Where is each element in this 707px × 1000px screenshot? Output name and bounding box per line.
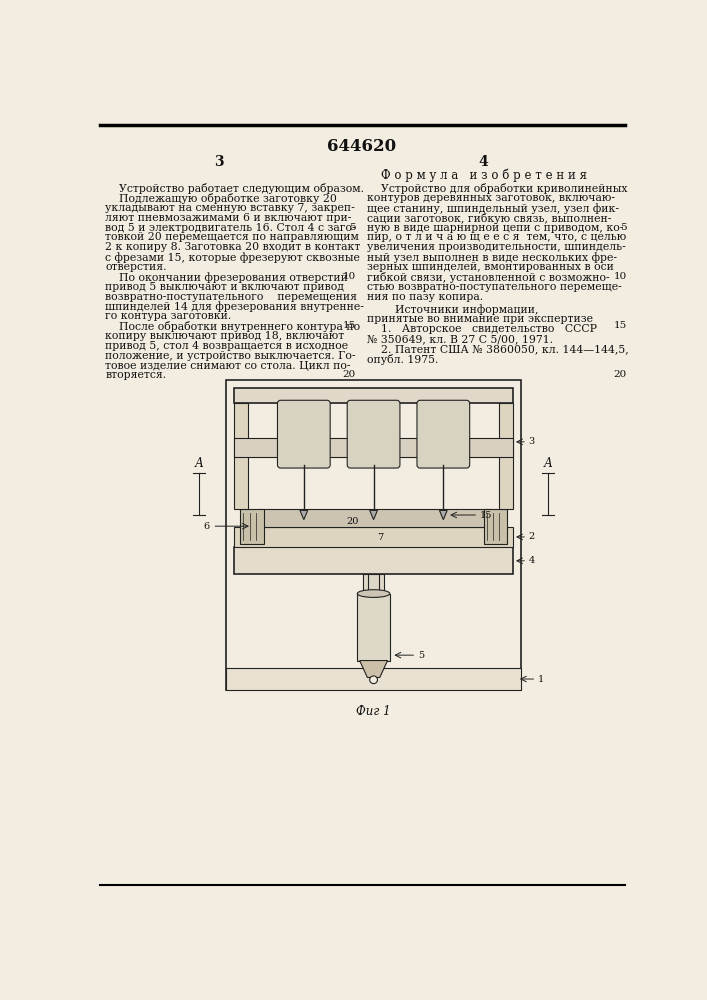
Text: сации заготовок, гибкую связь, выполнен-: сации заготовок, гибкую связь, выполнен- — [368, 213, 612, 224]
Text: гибкой связи, установленной с возможно-: гибкой связи, установленной с возможно- — [368, 272, 610, 283]
Text: товое изделие снимают со стола. Цикл по-: товое изделие снимают со стола. Цикл по- — [105, 361, 351, 371]
Text: положение, и устройство выключается. Го-: положение, и устройство выключается. Го- — [105, 351, 356, 361]
Text: зерных шпинделей, вмонтированных в оси: зерных шпинделей, вмонтированных в оси — [368, 262, 614, 272]
Text: 2: 2 — [529, 532, 534, 541]
Text: привод 5, стол 4 возвращается в исходное: привод 5, стол 4 возвращается в исходное — [105, 341, 349, 351]
Text: После обработки внутреннего контура по: После обработки внутреннего контура по — [105, 321, 361, 332]
Bar — [234, 438, 513, 457]
Bar — [234, 388, 513, 403]
Bar — [234, 547, 513, 574]
Text: По окончании фрезерования отверстий: По окончании фрезерования отверстий — [105, 272, 349, 283]
Bar — [234, 403, 248, 509]
Text: копиру выключают привод 18, включают: копиру выключают привод 18, включают — [105, 331, 345, 341]
Polygon shape — [300, 510, 308, 520]
Bar — [368, 574, 379, 594]
Bar — [257, 509, 490, 527]
Text: вторяется.: вторяется. — [105, 370, 167, 380]
Bar — [234, 527, 513, 547]
Bar — [420, 403, 467, 465]
Text: товкой 20 перемещается по направляющим: товкой 20 перемещается по направляющим — [105, 232, 359, 242]
Text: увеличения производительности, шпиндель-: увеличения производительности, шпиндель- — [368, 242, 626, 252]
FancyBboxPatch shape — [347, 400, 400, 468]
FancyBboxPatch shape — [277, 400, 330, 468]
Ellipse shape — [357, 590, 390, 597]
Text: щее станину, шпиндельный узел, узел фик-: щее станину, шпиндельный узел, узел фик- — [368, 203, 619, 214]
Text: 3: 3 — [214, 155, 223, 169]
Text: 20: 20 — [614, 370, 627, 379]
Text: укладывают на сменную вставку 7, закреп-: укладывают на сменную вставку 7, закреп- — [105, 203, 355, 213]
Circle shape — [370, 676, 378, 684]
Bar — [240, 509, 264, 544]
Text: 4: 4 — [479, 155, 489, 169]
Text: Устройство работает следующим образом.: Устройство работает следующим образом. — [105, 183, 364, 194]
FancyBboxPatch shape — [417, 400, 469, 468]
Bar — [226, 380, 521, 690]
Text: ный узел выполнен в виде нескольких фре-: ный узел выполнен в виде нескольких фре- — [368, 252, 617, 263]
Text: стью возвратно-поступательного перемеще-: стью возвратно-поступательного перемеще- — [368, 282, 622, 292]
Polygon shape — [440, 510, 448, 520]
Bar — [351, 403, 397, 465]
Bar — [226, 668, 521, 690]
Text: шпинделей 14 для фрезерования внутренне-: шпинделей 14 для фрезерования внутренне- — [105, 301, 364, 312]
Text: го контура заготовки.: го контура заготовки. — [105, 311, 232, 321]
Text: А: А — [544, 457, 552, 470]
Text: 5: 5 — [620, 223, 627, 232]
Text: 10: 10 — [614, 272, 627, 281]
Text: 2. Патент США № 3860050, кл. 144—144,5,: 2. Патент США № 3860050, кл. 144—144,5, — [368, 344, 629, 354]
Text: 7: 7 — [378, 533, 384, 542]
Bar — [484, 509, 507, 544]
Polygon shape — [360, 661, 387, 677]
Text: ную в виде шарнирной цепи с приводом, ко-: ную в виде шарнирной цепи с приводом, ко… — [368, 223, 624, 233]
Text: принятые во внимание при экспертизе: принятые во внимание при экспертизе — [368, 314, 593, 324]
Text: 20: 20 — [346, 517, 359, 526]
Text: 15: 15 — [614, 321, 627, 330]
Text: 1: 1 — [538, 675, 544, 684]
Bar — [499, 403, 513, 509]
Text: возвратно-поступательного    перемещения: возвратно-поступательного перемещения — [105, 292, 358, 302]
Text: ния по пазу копира.: ния по пазу копира. — [368, 292, 484, 302]
Text: 20: 20 — [342, 370, 356, 379]
Text: Фиг 1: Фиг 1 — [356, 705, 391, 718]
Text: 10: 10 — [342, 272, 356, 281]
Text: 15: 15 — [480, 511, 492, 520]
Bar — [357, 594, 390, 661]
Text: отверстия.: отверстия. — [105, 262, 167, 272]
Text: контуров деревянных заготовок, включаю-: контуров деревянных заготовок, включаю- — [368, 193, 615, 203]
Text: Подлежащую обработке заготовку 20: Подлежащую обработке заготовку 20 — [105, 193, 337, 204]
Text: 644620: 644620 — [327, 138, 397, 155]
Text: 1.   Авторское   свидетельство   СССР: 1. Авторское свидетельство СССР — [368, 324, 597, 334]
Text: 15: 15 — [342, 321, 356, 330]
Polygon shape — [370, 510, 378, 520]
Bar — [281, 403, 327, 465]
Text: 6: 6 — [203, 522, 209, 531]
Text: 3: 3 — [529, 437, 534, 446]
Text: Ф о р м у л а   и з о б р е т е н и я: Ф о р м у л а и з о б р е т е н и я — [380, 169, 587, 182]
Text: 5: 5 — [418, 651, 424, 660]
Text: 5: 5 — [349, 223, 356, 232]
Text: опубл. 1975.: опубл. 1975. — [368, 354, 439, 365]
Text: А: А — [194, 457, 204, 470]
Text: Источники информации,: Источники информации, — [368, 304, 539, 315]
Text: пир, о т л и ч а ю щ е е с я  тем, что, с целью: пир, о т л и ч а ю щ е е с я тем, что, с… — [368, 232, 626, 242]
Text: 2 к копиру 8. Заготовка 20 входит в контакт: 2 к копиру 8. Заготовка 20 входит в конт… — [105, 242, 361, 252]
Text: 4: 4 — [529, 556, 534, 565]
Text: вод 5 и электродвигатель 16. Стол 4 с заго-: вод 5 и электродвигатель 16. Стол 4 с за… — [105, 223, 356, 233]
Text: привод 5 выключают и включают привод: привод 5 выключают и включают привод — [105, 282, 344, 292]
Text: Устройство для обработки криволинейных: Устройство для обработки криволинейных — [368, 183, 628, 194]
Bar — [363, 574, 385, 668]
Text: № 350649, кл. В 27 С 5/00, 1971.: № 350649, кл. В 27 С 5/00, 1971. — [368, 334, 554, 344]
Text: ляют пневмозажимами 6 и включают при-: ляют пневмозажимами 6 и включают при- — [105, 213, 352, 223]
Text: с фрезами 15, которые фрезеруют сквозные: с фрезами 15, которые фрезеруют сквозные — [105, 252, 361, 263]
